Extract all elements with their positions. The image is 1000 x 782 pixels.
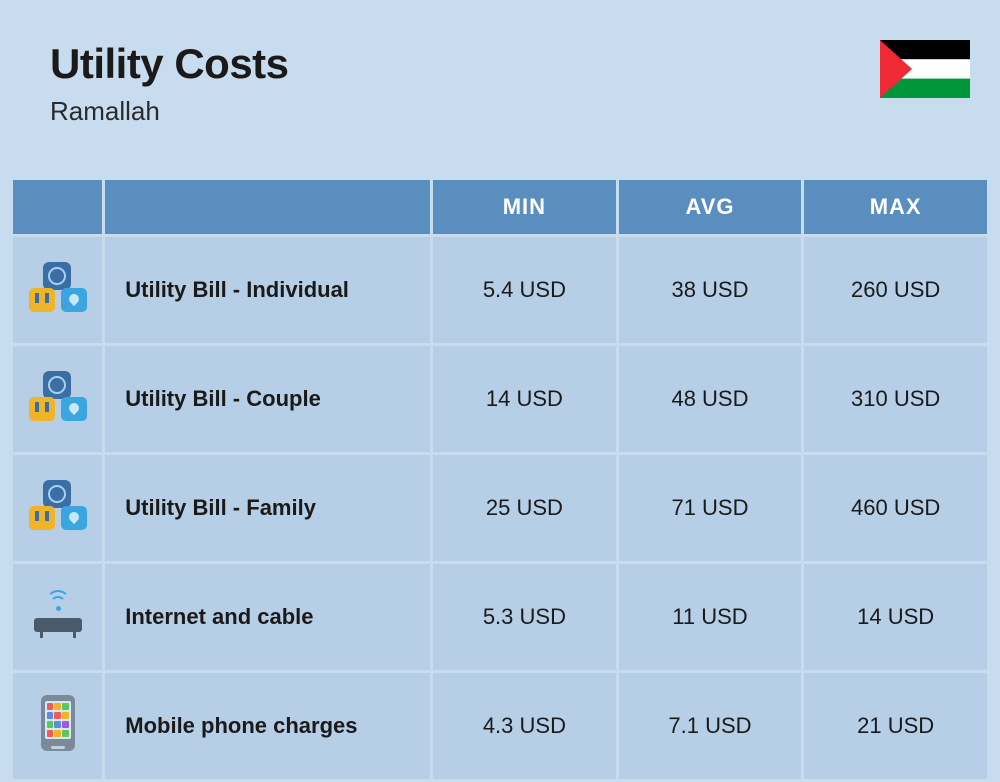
cost-table: MIN AVG MAX Utility Bill - Individual5.4… [10,177,990,782]
header-min: MIN [433,180,616,234]
row-max: 21 USD [804,673,987,779]
row-max: 260 USD [804,237,987,343]
row-label: Utility Bill - Couple [105,346,430,452]
router-icon [28,590,88,638]
page-title: Utility Costs [50,40,950,88]
row-min: 14 USD [433,346,616,452]
row-label: Utility Bill - Family [105,455,430,561]
row-max: 460 USD [804,455,987,561]
table-row: Mobile phone charges4.3 USD7.1 USD21 USD [13,673,987,779]
row-icon-cell [13,564,102,670]
utility-icon [29,262,87,312]
header-blank-label [105,180,430,234]
table-row: Utility Bill - Family25 USD71 USD460 USD [13,455,987,561]
row-label: Utility Bill - Individual [105,237,430,343]
table-row: Utility Bill - Couple14 USD48 USD310 USD [13,346,987,452]
flag-palestine-icon [880,40,970,98]
header-avg: AVG [619,180,802,234]
row-min: 4.3 USD [433,673,616,779]
page-subtitle: Ramallah [50,96,950,127]
header: Utility Costs Ramallah [0,0,1000,157]
row-avg: 38 USD [619,237,802,343]
row-avg: 11 USD [619,564,802,670]
row-avg: 71 USD [619,455,802,561]
table-row: Internet and cable5.3 USD11 USD14 USD [13,564,987,670]
row-max: 14 USD [804,564,987,670]
row-icon-cell [13,673,102,779]
table-header-row: MIN AVG MAX [13,180,987,234]
row-min: 25 USD [433,455,616,561]
utility-icon [29,371,87,421]
row-label: Mobile phone charges [105,673,430,779]
table-row: Utility Bill - Individual5.4 USD38 USD26… [13,237,987,343]
row-max: 310 USD [804,346,987,452]
row-min: 5.3 USD [433,564,616,670]
mobile-phone-icon [41,695,75,751]
row-icon-cell [13,455,102,561]
row-icon-cell [13,346,102,452]
row-label: Internet and cable [105,564,430,670]
utility-icon [29,480,87,530]
row-avg: 7.1 USD [619,673,802,779]
row-icon-cell [13,237,102,343]
row-avg: 48 USD [619,346,802,452]
header-blank-icon [13,180,102,234]
header-max: MAX [804,180,987,234]
row-min: 5.4 USD [433,237,616,343]
